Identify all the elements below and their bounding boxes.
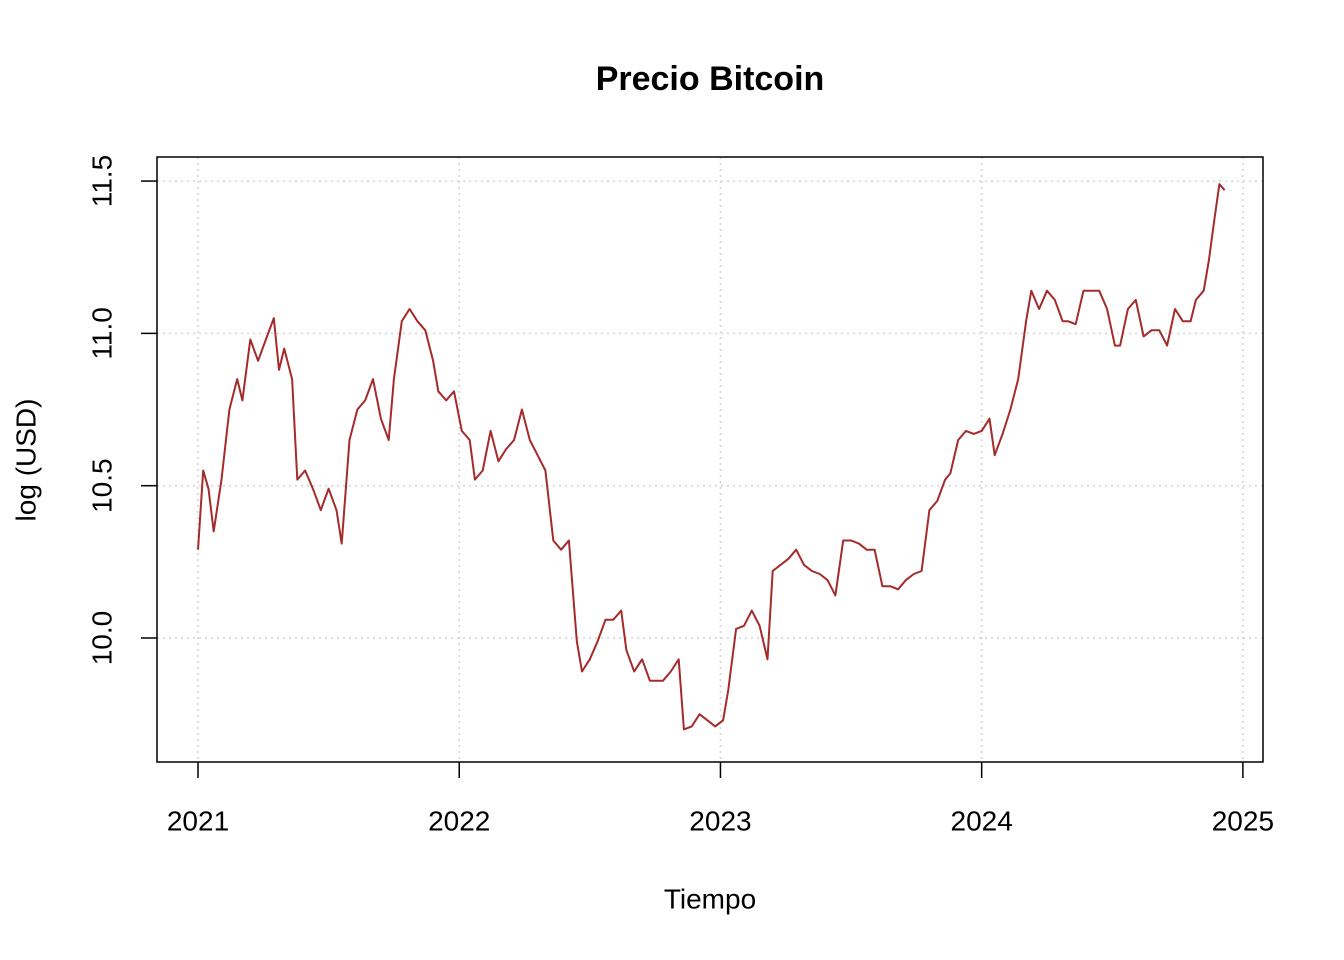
x-tick-label: 2025 [1212, 805, 1274, 836]
price-line [197, 183, 1226, 731]
y-tick-label: 11.0 [86, 307, 117, 359]
y-tick-label: 10.0 [86, 611, 117, 666]
x-tick-label: 2023 [689, 805, 751, 836]
x-tick-label: 2024 [951, 805, 1013, 836]
y-tick-label: 11.5 [86, 155, 117, 207]
x-tick-label: 2022 [428, 805, 490, 836]
plot-frame [156, 156, 1264, 763]
y-tick-label: 10.5 [86, 458, 117, 512]
chart-title: Precio Bitcoin [596, 60, 825, 98]
y-axis-label: log (USD) [10, 399, 41, 522]
x-tick-label: 2021 [167, 805, 229, 836]
x-axis-label: Tiempo [664, 883, 756, 914]
